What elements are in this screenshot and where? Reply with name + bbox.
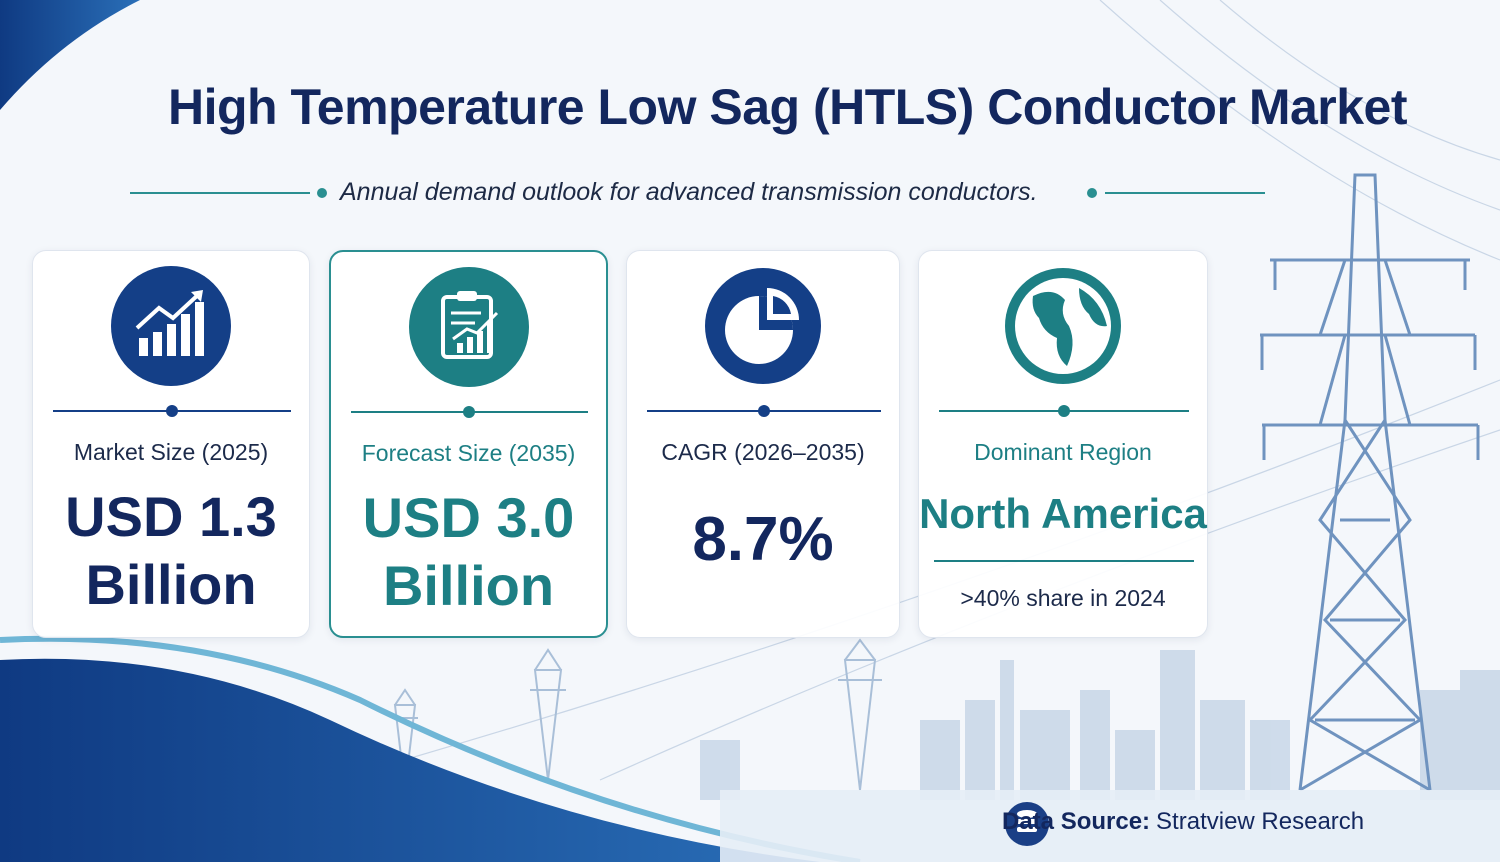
tower — [1260, 173, 1480, 792]
card: CAGR (2026–2035) 8.7% — [626, 250, 900, 638]
skyline — [700, 650, 1500, 800]
subtitle-rules — [130, 188, 1265, 198]
card-value: USD 1.3 Billion — [65, 485, 277, 616]
database-icon — [1005, 802, 1049, 846]
note-rule — [934, 560, 1194, 562]
card-note: >40% share in 2024 — [960, 585, 1166, 611]
report-icon — [408, 267, 529, 387]
card-value: North America — [919, 490, 1207, 537]
separator — [647, 405, 881, 417]
globe-icon — [1005, 268, 1121, 384]
title: High Temperature Low Sag (HTLS) Conducto… — [167, 79, 1408, 135]
separator — [53, 405, 291, 417]
swoosh-line — [0, 635, 861, 862]
footer: Data Source: Stratview Research — [1002, 808, 1364, 836]
card: Forecast Size (2035) USD 3.0 Billion — [329, 250, 608, 638]
footer-label: Data Source: — [1002, 808, 1151, 835]
subtitle: Annual demand outlook for advanced trans… — [340, 178, 1038, 206]
card-label: Dominant Region — [974, 439, 1152, 465]
footer-band — [720, 790, 1500, 862]
footer-source: Stratview Research — [1156, 808, 1365, 835]
card-value: 8.7% — [692, 505, 834, 574]
separator — [939, 405, 1189, 417]
corner — [0, 0, 140, 110]
separator — [351, 406, 588, 418]
card: Dominant Region North America >40% share… — [918, 250, 1208, 638]
swoosh — [0, 658, 820, 862]
card: Market Size (2025) USD 1.3 Billion — [32, 250, 310, 638]
card-label: CAGR (2026–2035) — [661, 439, 865, 465]
card-label: Forecast Size (2035) — [361, 440, 576, 466]
card-value: USD 3.0 Billion — [362, 486, 575, 617]
card-label: Market Size (2025) — [73, 439, 269, 465]
chart-icon — [111, 266, 231, 386]
pie-icon — [705, 268, 821, 384]
